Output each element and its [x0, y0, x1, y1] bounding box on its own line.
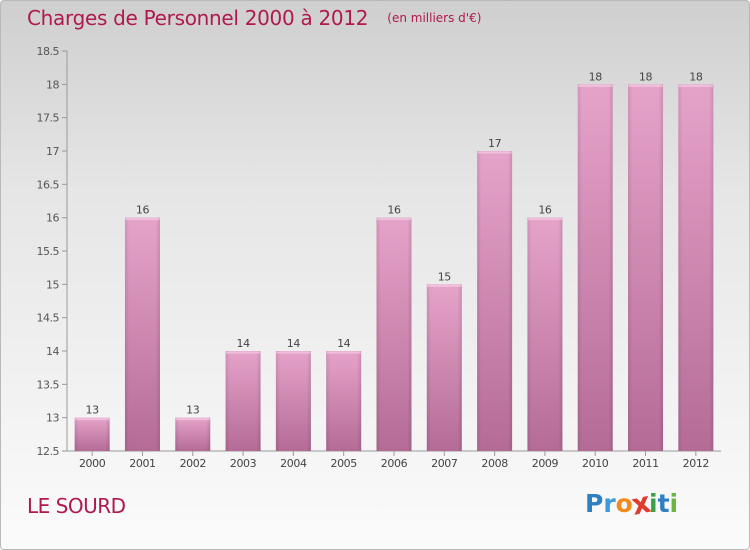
y-tick-label: 13	[46, 412, 59, 425]
value-label: 18	[589, 70, 603, 83]
chart-title: Charges de Personnel 2000 à 2012	[27, 6, 369, 30]
value-label: 14	[337, 337, 351, 350]
logo-letter: P	[585, 489, 604, 518]
y-tick-label: 18	[46, 78, 59, 91]
value-label: 15	[438, 270, 452, 283]
x-tick-label: 2003	[230, 457, 257, 470]
value-label: 18	[639, 70, 653, 83]
bar-shade-2002	[175, 417, 211, 451]
value-label: 17	[488, 137, 502, 150]
bars	[74, 84, 714, 451]
bar-shade-2004	[275, 351, 311, 451]
x-tick-label: 2010	[582, 457, 609, 470]
bar-shade-2001	[124, 217, 160, 451]
bar-shade-2009	[527, 217, 563, 451]
value-label: 14	[236, 337, 250, 350]
chart-subtitle: (en milliers d'€)	[387, 11, 482, 25]
y-tick-label: 18.5	[37, 45, 60, 58]
x-axis: 2000 2001 2002 2003 2004 2005 2006 2007 2008 2009…	[67, 450, 721, 470]
bar-shade-2007	[426, 284, 462, 451]
proxiti-logo[interactable]: Proxiti	[585, 485, 679, 521]
bar-highlight-2002	[175, 418, 210, 421]
x-tick-label: 2000	[79, 457, 106, 470]
y-tick-label: 14.5	[37, 312, 60, 325]
x-tick-label: 2008	[481, 457, 508, 470]
y-tick-label: 12.5	[37, 445, 60, 458]
y-axis: 12.5 13 13.5 14 14.5 15 15.5 16 16.5 17 17.5 18 18.5	[37, 45, 68, 458]
value-label: 14	[287, 337, 301, 350]
x-tick-label: 2011	[632, 457, 658, 470]
bar-highlight-2009	[527, 218, 562, 221]
y-tick-label: 15	[46, 278, 59, 291]
x-tick-label: 2002	[180, 457, 206, 470]
value-label: 13	[186, 404, 200, 417]
logo-letter: o	[615, 489, 633, 518]
bar-highlight-2007	[427, 284, 462, 287]
bar-highlight-2010	[578, 84, 613, 87]
bar-highlight-2000	[75, 418, 110, 421]
bar-highlight-2003	[226, 351, 261, 354]
bar-shade-2003	[225, 351, 261, 451]
bar-shade-2000	[74, 417, 110, 451]
value-label: 16	[387, 204, 401, 217]
x-tick-label: 2012	[683, 457, 709, 470]
logo-letter: r	[603, 489, 616, 518]
y-tick-label: 17	[46, 145, 59, 158]
bar-highlight-2005	[326, 351, 361, 354]
bar-highlight-2004	[276, 351, 311, 354]
x-tick-label: 2005	[330, 457, 357, 470]
x-tick-label: 2001	[129, 457, 155, 470]
value-label: 13	[86, 404, 100, 417]
bar-highlight-2008	[477, 151, 512, 154]
x-tick-label: 2007	[431, 457, 458, 470]
x-tick-label: 2009	[532, 457, 559, 470]
value-label: 16	[136, 204, 150, 217]
y-tick-label: 16	[46, 212, 59, 225]
y-tick-label: 13.5	[37, 378, 60, 391]
y-tick-label: 16.5	[37, 178, 60, 191]
logo-letter: i	[649, 489, 658, 518]
y-tick-label: 17.5	[37, 112, 60, 125]
logo-letter: i	[669, 489, 679, 518]
value-label: 18	[689, 70, 703, 83]
data-labels: 13 16 13 14 14 14 16 15 17 16 18 18 18	[86, 70, 704, 417]
bar-shade-2010	[577, 84, 613, 451]
bar-shade-2005	[326, 351, 362, 451]
x-tick-label: 2004	[280, 457, 307, 470]
bar-shade-2008	[477, 151, 513, 451]
commune-name: LE SOURD	[27, 494, 126, 518]
bar-highlight-2011	[628, 84, 663, 87]
bar-highlight-2006	[377, 218, 411, 221]
bar-shade-2011	[628, 84, 664, 451]
bar-highlight-2001	[125, 218, 160, 221]
logo-letter: t	[657, 489, 670, 518]
value-label: 16	[538, 204, 552, 217]
x-tick-label: 2006	[381, 457, 408, 470]
title-line: Charges de Personnel 2000 à 2012 (en mil…	[27, 6, 481, 30]
y-tick-label: 15.5	[37, 245, 60, 258]
y-tick-label: 14	[46, 345, 59, 358]
bar-shade-2006	[376, 217, 412, 451]
bar-shade-2012	[678, 84, 714, 451]
bar-highlight-2012	[678, 84, 713, 87]
